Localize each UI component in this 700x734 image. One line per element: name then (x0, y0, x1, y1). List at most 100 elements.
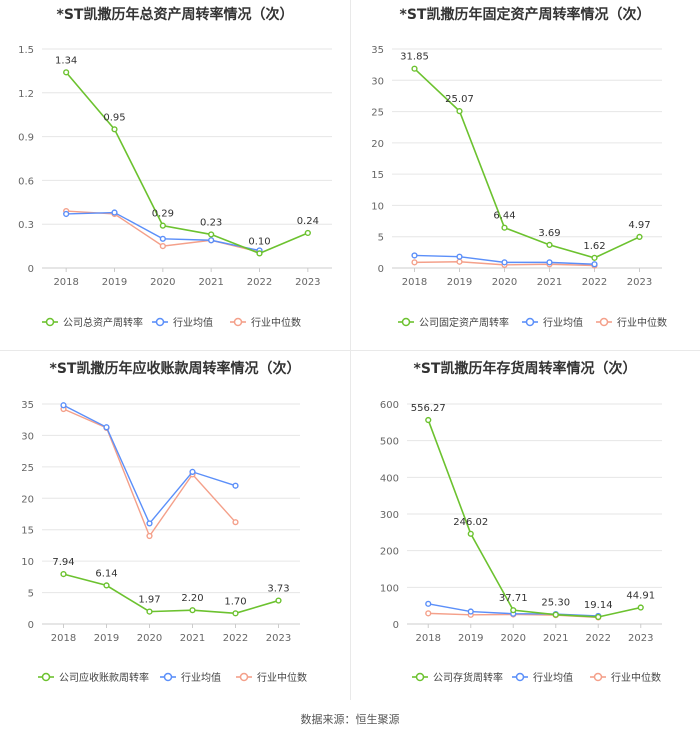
data-point (103, 582, 110, 589)
x-tick-label: 2019 (447, 277, 472, 288)
legend-marker (155, 317, 165, 327)
legend-label: 行业均值 (543, 316, 583, 329)
data-label: 0.10 (248, 236, 270, 247)
legend-marker (401, 317, 411, 327)
legend-label: 行业中位数 (617, 316, 667, 329)
y-tick-label: 0.9 (18, 133, 34, 144)
y-tick-label: 30 (21, 431, 34, 442)
data-label: 556.27 (411, 403, 446, 414)
x-tick-label: 2018 (402, 277, 427, 288)
legend-label: 行业中位数 (257, 671, 307, 684)
data-point (552, 611, 559, 618)
data-point (146, 520, 153, 527)
data-point (256, 250, 263, 257)
data-label: 2.20 (181, 593, 203, 604)
x-tick-label: 2020 (492, 277, 517, 288)
chart-svg: 0 5 10 15 20 25 30 35 2018 2019 2020 2021 2022 2023 7.… (21, 400, 307, 684)
data-label: 4.97 (628, 220, 650, 231)
data-point (208, 231, 215, 238)
data-point (111, 126, 118, 133)
data-point (411, 259, 418, 266)
series-line (427, 419, 641, 618)
data-point (159, 235, 166, 242)
data-point (591, 261, 598, 268)
x-tick-label: 2021 (180, 633, 205, 644)
chart-panel-total-asset-turnover: *ST凯撒历年总资产周转率情况（次） 0 0.3 0.6 0.9 1.2 1.5 2018 2… (0, 0, 350, 352)
y-tick-label: 0 (378, 264, 384, 275)
x-tick-label: 2023 (627, 277, 652, 288)
y-tick-label: 25 (21, 463, 34, 474)
series-line (65, 71, 309, 255)
y-tick-label: 5 (378, 233, 384, 244)
x-tick-label: 2023 (295, 277, 320, 288)
legend-label: 行业均值 (533, 671, 573, 684)
chart-svg: 0 5 10 15 20 25 30 35 2018 2019 2020 2021 2022 2023 31… (371, 45, 667, 329)
chart-svg: 0 100 200 300 400 500 600 2018 2019 2020 2021 2022 2… (380, 400, 662, 684)
data-label: 3.73 (267, 584, 289, 595)
y-tick-label: 30 (371, 76, 384, 87)
y-tick-label: 35 (371, 45, 384, 56)
data-label: 31.85 (400, 52, 429, 63)
data-point (591, 254, 598, 261)
chart-svg: 0 0.3 0.6 0.9 1.2 1.5 2018 2019 2020 2021 2022 2023… (18, 45, 332, 329)
data-point (232, 482, 239, 489)
data-point (60, 570, 67, 578)
y-tick-label: 5 (28, 589, 34, 600)
y-tick-label: 100 (380, 583, 399, 594)
chart-panel-fixed-asset-turnover: *ST凯撒历年固定资产周转率情况（次） 0 5 10 15 20 25 30 35 2018 20… (350, 0, 700, 352)
x-tick-label: 2021 (198, 277, 223, 288)
data-label: 1.97 (138, 595, 160, 606)
data-label: 7.94 (52, 557, 74, 568)
series-line (63, 404, 236, 525)
data-point (60, 402, 67, 409)
y-tick-label: 400 (380, 473, 399, 484)
data-point (63, 69, 70, 76)
legend-marker (415, 672, 425, 682)
legend-label: 行业均值 (181, 671, 221, 684)
y-tick-label: 500 (380, 437, 399, 448)
x-tick-label: 2019 (102, 277, 127, 288)
data-point (146, 608, 153, 615)
series-line (413, 68, 640, 259)
legend-marker (515, 672, 525, 682)
legend-marker (233, 317, 243, 327)
data-point (63, 210, 70, 218)
x-tick-label: 2020 (137, 633, 162, 644)
x-tick-label: 2021 (543, 633, 568, 644)
data-label: 1.62 (583, 241, 605, 252)
data-label: 246.02 (453, 517, 488, 528)
x-tick-label: 2018 (53, 277, 78, 288)
y-tick-label: 0 (28, 620, 34, 631)
data-point (456, 108, 463, 115)
y-tick-label: 20 (371, 139, 384, 150)
data-point (595, 613, 602, 621)
data-point (467, 608, 474, 615)
legend-label: 公司存货周转率 (433, 671, 503, 684)
x-tick-label: 2023 (628, 633, 653, 644)
data-point (425, 600, 432, 607)
data-point (103, 424, 110, 431)
chart-title: *ST凯撒历年固定资产周转率情况（次） (399, 7, 651, 23)
data-point (501, 259, 508, 266)
x-tick-label: 2021 (537, 277, 562, 288)
legend-marker (593, 672, 603, 682)
x-tick-label: 2022 (582, 277, 607, 288)
y-tick-label: 0.6 (18, 176, 34, 187)
data-point (208, 237, 215, 244)
data-point (425, 610, 432, 617)
data-label: 1.34 (55, 55, 77, 66)
data-point (636, 233, 643, 241)
y-tick-label: 300 (380, 510, 399, 521)
chart-title: *ST凯撒历年总资产周转率情况（次） (56, 7, 294, 23)
y-tick-label: 1.2 (18, 89, 34, 100)
data-point (275, 597, 282, 604)
data-point (411, 252, 418, 259)
horizontal-divider (0, 350, 700, 351)
data-point (111, 209, 118, 216)
legend-marker (41, 672, 51, 682)
y-tick-label: 15 (21, 526, 34, 537)
data-label: 6.14 (95, 568, 117, 579)
series-line (63, 573, 279, 615)
data-point (467, 530, 474, 537)
data-label: 37.71 (499, 593, 528, 604)
